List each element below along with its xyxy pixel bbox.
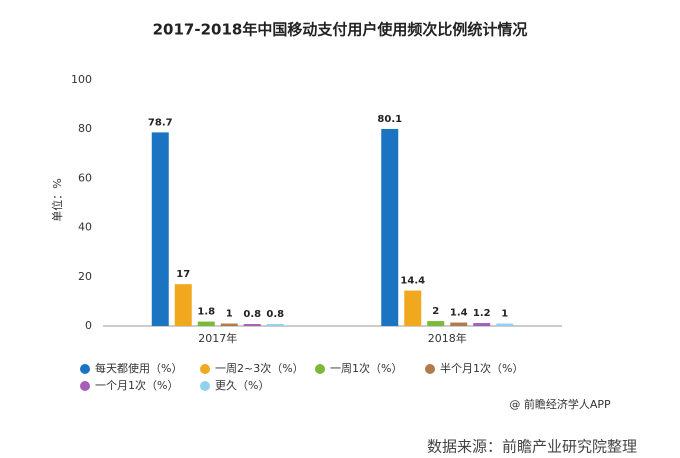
value-label: 2 (432, 306, 439, 317)
annotation: @ 前瞻经济学人APP (509, 397, 611, 411)
bar (473, 323, 491, 326)
bar (381, 128, 399, 326)
legend-label: 一周2~3次（%） (215, 361, 304, 375)
legend-label: 每天都使用（%） (95, 361, 182, 375)
chart-title: 2017-2018年中国移动支付用户使用频次比例统计情况 (153, 21, 528, 39)
bar (243, 324, 261, 326)
bar (404, 290, 422, 326)
value-label: 14.4 (400, 276, 425, 287)
bar (197, 321, 215, 326)
value-label: 17 (176, 269, 190, 280)
y-tick-label: 60 (78, 171, 92, 184)
y-tick-label: 40 (78, 221, 92, 234)
value-label: 1.8 (197, 307, 215, 318)
bar (266, 324, 284, 326)
legend-marker (200, 381, 210, 391)
x-tick-label: 2018年 (428, 331, 467, 345)
value-label: 0.8 (243, 309, 261, 320)
legend-marker (80, 364, 90, 374)
legend-marker (315, 364, 325, 374)
y-axis-label: 单位：% (50, 178, 64, 221)
value-label: 80.1 (377, 114, 402, 125)
value-label: 1.4 (450, 308, 468, 319)
legend-marker (425, 364, 435, 374)
y-tick-label: 0 (85, 319, 92, 332)
bar (174, 284, 192, 326)
value-label: 78.7 (148, 117, 173, 128)
value-label: 1 (501, 309, 508, 320)
bar (220, 323, 238, 326)
legend-label: 更久（%） (215, 379, 269, 392)
bar (450, 322, 468, 326)
legend-label: 半个月1次（%） (440, 361, 523, 375)
value-label: 0.8 (266, 309, 284, 320)
bar (427, 321, 445, 326)
bar (496, 323, 514, 326)
legend-label: 一周1次（%） (330, 361, 402, 375)
value-label: 1 (226, 309, 233, 320)
source: 数据来源：前瞻产业研究院整理 (427, 438, 637, 456)
y-tick-label: 100 (71, 73, 92, 86)
legend-label: 一个月1次（%） (95, 378, 178, 392)
legend-marker (200, 364, 210, 374)
y-tick-label: 80 (78, 122, 92, 135)
bar (151, 132, 169, 326)
y-tick-label: 20 (78, 270, 92, 283)
x-tick-label: 2017年 (198, 331, 237, 345)
legend-marker (80, 381, 90, 391)
value-label: 1.2 (473, 308, 491, 319)
